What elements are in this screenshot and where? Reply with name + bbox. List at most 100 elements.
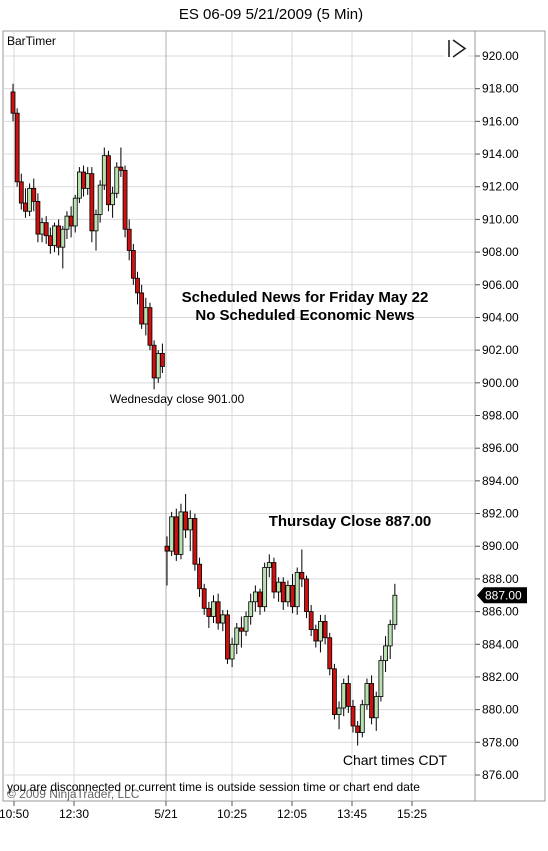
candle-body <box>47 235 53 246</box>
x-tick-label: 12:05 <box>277 807 307 821</box>
news-line-1: Scheduled News for Friday May 22 <box>182 289 429 306</box>
candle-body <box>178 511 184 555</box>
candle-body <box>276 581 282 593</box>
candle-body <box>68 215 74 227</box>
y-tick-label: 886.00 <box>482 605 519 619</box>
candle-body <box>155 353 161 379</box>
x-tick-label: 10:25 <box>217 807 247 821</box>
y-tick-label: 898.00 <box>482 409 519 423</box>
candle-body <box>215 601 221 624</box>
y-tick-label: 882.00 <box>482 670 519 684</box>
candle-body <box>280 581 286 603</box>
candle-body <box>262 567 268 608</box>
y-tick-label: 904.00 <box>482 310 519 324</box>
candle-body <box>266 562 272 568</box>
candle-body <box>359 704 365 733</box>
gridlines <box>3 31 475 801</box>
candle-body <box>313 629 319 642</box>
candle-body <box>64 215 70 230</box>
candle-body <box>345 683 351 707</box>
chart-times-note: Chart times CDT <box>343 752 448 768</box>
candle-body <box>18 181 24 204</box>
x-tick-label: 10:50 <box>0 807 29 821</box>
candle-body <box>101 155 107 186</box>
y-tick-label: 912.00 <box>482 180 519 194</box>
candle-body <box>23 202 28 212</box>
candle-body <box>52 225 57 246</box>
y-tick-label: 900.00 <box>482 376 519 390</box>
candle-body <box>234 627 240 645</box>
x-tick-label: 15:25 <box>397 807 427 821</box>
candle-body <box>77 171 82 199</box>
candle-body <box>294 571 300 608</box>
y-tick-label: 878.00 <box>482 735 519 749</box>
candle-body <box>378 660 384 697</box>
candle-body <box>106 155 111 206</box>
y-tick-label: 884.00 <box>482 637 519 651</box>
chart-title: ES 06-09 5/21/2009 (5 Min) <box>179 6 363 23</box>
candle-body <box>355 725 361 733</box>
news-line-2: No Scheduled Economic News <box>195 307 414 324</box>
y-tick-label: 876.00 <box>482 768 519 782</box>
candle-body <box>192 518 198 565</box>
candle-body <box>341 683 347 709</box>
candle-body <box>285 585 291 603</box>
candle-body <box>373 696 379 719</box>
last-price-label: 887.00 <box>485 588 522 602</box>
thursday-close-label: Thursday Close 887.00 <box>269 513 432 530</box>
candle-body <box>135 277 140 294</box>
candle-body <box>31 187 37 202</box>
candle-body <box>159 353 165 367</box>
x-axis-ticks: 10:50 12:30 5/21 10:25 12:05 13:45 15:25 <box>0 801 427 821</box>
candle-body <box>229 643 235 660</box>
candle-body <box>147 307 153 346</box>
candle-body <box>183 511 189 531</box>
candle-body <box>387 624 393 647</box>
y-tick-label: 896.00 <box>482 441 519 455</box>
copyright-text: © 2009 NinjaTrader, LLC <box>7 787 140 801</box>
candle-body <box>81 171 86 189</box>
candle-body <box>151 344 157 379</box>
candle-body <box>85 173 91 189</box>
candle-body <box>331 668 337 715</box>
y-tick-label: 916.00 <box>482 114 519 128</box>
y-tick-label: 892.00 <box>482 507 519 521</box>
candle-body <box>252 591 258 603</box>
y-axis-ticks: 920.00 918.00 916.00 914.00 912.00 910.00 908.… <box>475 49 519 782</box>
candle-body <box>299 571 305 580</box>
candle-body <box>257 591 263 608</box>
candle-body <box>364 683 370 706</box>
candle-body <box>369 683 375 719</box>
candle-body <box>197 563 202 590</box>
candle-body <box>173 516 179 555</box>
candle-body <box>220 614 226 624</box>
y-tick-label: 880.00 <box>482 703 519 717</box>
candle-body <box>290 585 295 608</box>
candle-body <box>308 611 314 630</box>
candle-body <box>211 601 216 617</box>
wednesday-close-label: Wednesday close 901.00 <box>110 392 245 406</box>
y-tick-label: 890.00 <box>482 539 519 553</box>
x-tick-label: 13:45 <box>337 807 367 821</box>
candle-body <box>139 292 145 325</box>
candle-body <box>238 627 244 632</box>
candle-body <box>164 545 170 552</box>
candle-body <box>187 518 193 531</box>
candle-body <box>169 516 175 552</box>
candle-body <box>97 184 103 215</box>
y-tick-label: 906.00 <box>482 278 519 292</box>
y-tick-label: 908.00 <box>482 245 519 259</box>
bartimer-toggle-icon[interactable] <box>444 37 468 59</box>
candle-body <box>327 637 333 670</box>
candle-body <box>243 616 249 632</box>
y-tick-label: 920.00 <box>482 49 519 63</box>
candle-body <box>14 112 20 183</box>
candle-body <box>35 201 41 235</box>
candle-body <box>383 645 388 662</box>
candle-body <box>225 614 230 660</box>
candle-body <box>56 225 62 248</box>
candle-body <box>271 562 277 593</box>
y-tick-label: 902.00 <box>482 343 519 357</box>
